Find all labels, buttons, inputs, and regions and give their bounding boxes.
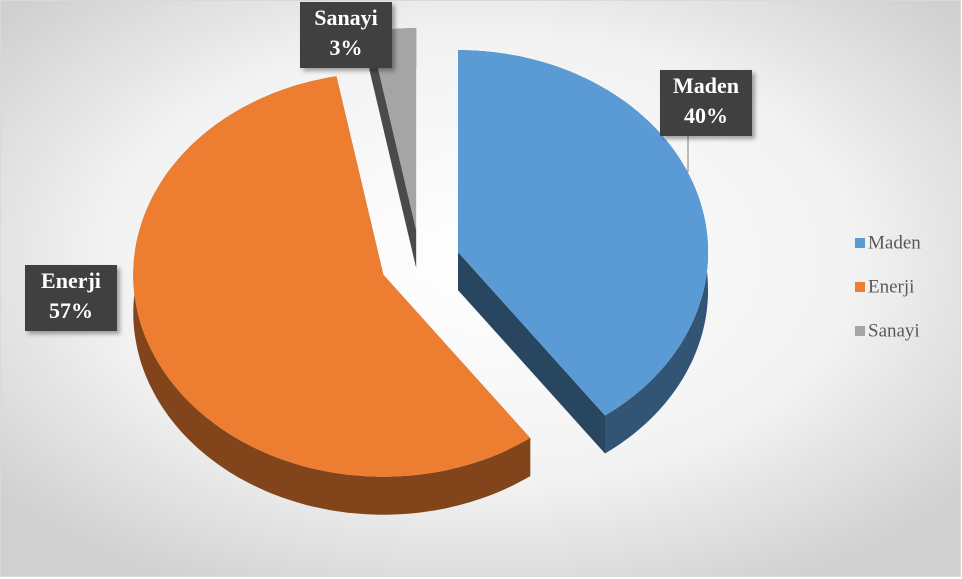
legend-label: Enerji xyxy=(868,276,914,297)
label-box xyxy=(25,265,117,331)
legend: Maden Enerji Sanayi xyxy=(855,232,921,341)
slice xyxy=(458,50,708,416)
legend-swatch xyxy=(855,238,865,248)
slice xyxy=(369,28,417,231)
label-value: 3% xyxy=(330,35,363,60)
legend-swatch xyxy=(855,326,865,336)
label-value: 57% xyxy=(49,298,93,323)
label-value: 40% xyxy=(684,103,728,128)
legend-label: Maden xyxy=(868,232,921,253)
data-labels: Maden 40% Enerji 57% Sanayi 3% xyxy=(25,2,752,331)
label-category: Sanayi xyxy=(314,5,378,30)
legend-swatch xyxy=(855,282,865,292)
slice-radial-wall xyxy=(458,252,605,454)
slice xyxy=(133,76,531,477)
label-box xyxy=(660,70,752,136)
slice-radial-wall xyxy=(369,31,417,269)
label-category: Maden xyxy=(673,73,739,98)
legend-label: Sanayi xyxy=(868,320,920,341)
slice-tops xyxy=(133,28,708,477)
label-box xyxy=(300,2,392,68)
slice-side xyxy=(133,76,531,515)
label-category: Enerji xyxy=(41,268,101,293)
